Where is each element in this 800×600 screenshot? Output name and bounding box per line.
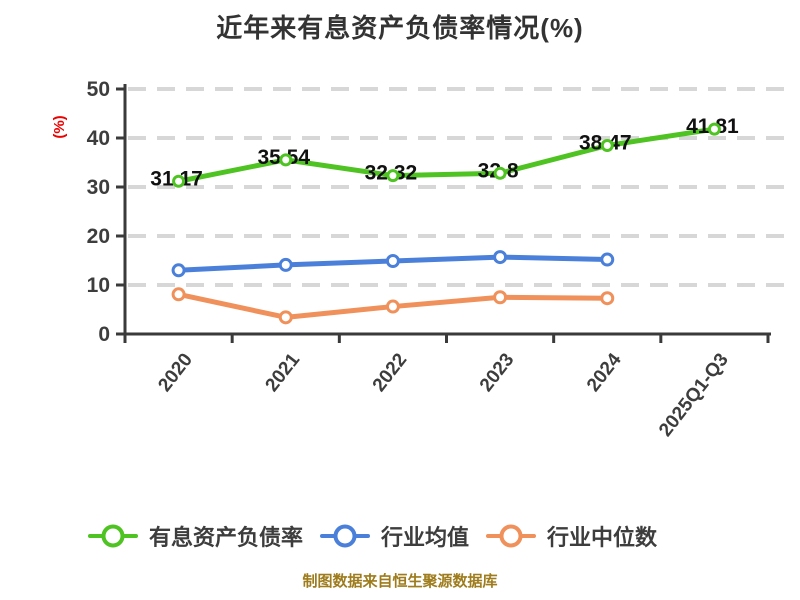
data-point <box>707 122 721 136</box>
legend-label: 行业均值 <box>381 525 470 550</box>
chart-legend: 有息资产负债率 行业均值 行业中位数 <box>88 514 657 558</box>
y-tick-label: 20 <box>87 225 110 248</box>
data-point <box>493 250 508 265</box>
legend-point-icon <box>101 524 125 548</box>
data-point <box>493 290 508 305</box>
data-point <box>278 310 293 325</box>
x-category-label: 2020 <box>154 350 197 396</box>
y-tick-label: 40 <box>87 127 110 150</box>
data-point <box>385 299 400 314</box>
legend-marker-green <box>88 523 138 549</box>
data-point <box>171 263 186 278</box>
chart-title: 近年来有息资产负债率情况(%) <box>216 13 584 43</box>
data-point <box>493 166 507 180</box>
data-point <box>385 253 400 268</box>
data-point <box>171 287 186 302</box>
data-source-note: 制图数据来自恒生聚源数据库 <box>302 573 498 590</box>
x-category-label: 2024 <box>583 349 626 396</box>
data-point <box>278 257 293 272</box>
legend-point-icon <box>499 524 523 548</box>
legend-marker-orange <box>486 523 537 549</box>
legend-label: 行业中位数 <box>547 525 658 550</box>
line-chart-plot: 0 10 20 30 40 50 2020 2021 2022 2023 2024 2025Q1-Q3… <box>87 78 786 441</box>
x-category-label: 2021 <box>262 349 305 396</box>
data-point <box>172 174 186 188</box>
y-tick-label: 30 <box>87 176 110 199</box>
data-point <box>386 169 400 183</box>
data-point <box>600 291 615 306</box>
x-category-label: 2025Q1-Q3 <box>655 350 733 441</box>
legend-marker-blue <box>320 523 371 549</box>
legend-item-industry-average: 行业均值 <box>320 520 469 552</box>
series-line <box>176 126 717 184</box>
legend-label: 有息资产负债率 <box>149 525 304 550</box>
y-tick-label: 50 <box>87 78 110 101</box>
y-tick-label: 10 <box>87 274 110 297</box>
legend-item-interest-bearing-ratio: 有息资产负债率 <box>88 520 303 552</box>
legend-point-icon <box>333 524 357 548</box>
data-point <box>279 153 293 167</box>
y-tick-label: 0 <box>98 323 110 346</box>
x-category-label: 2022 <box>369 350 412 396</box>
data-point <box>600 138 614 152</box>
legend-item-industry-median: 行业中位数 <box>486 520 657 552</box>
data-point <box>600 252 615 267</box>
x-category-label: 2023 <box>476 350 519 396</box>
